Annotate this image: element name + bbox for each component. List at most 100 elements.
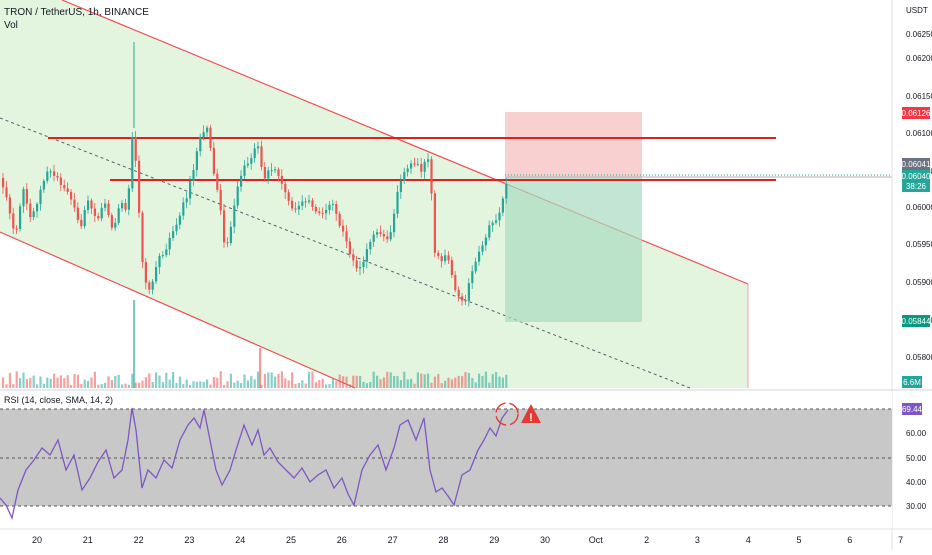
candle-body (359, 267, 362, 269)
candle-body (325, 209, 328, 214)
time-tick: 30 (540, 535, 550, 545)
candle-body (321, 213, 324, 215)
volume-bar (216, 377, 219, 388)
candle-body (29, 203, 32, 218)
candle-body (355, 260, 358, 269)
volume-bar (209, 384, 212, 388)
volume-bar (124, 383, 127, 388)
volume-bar (223, 384, 226, 388)
volume-bar (195, 381, 198, 388)
candle-body (484, 237, 487, 246)
candle-body (433, 193, 436, 253)
candle-body (73, 199, 76, 208)
candle-body (270, 170, 273, 172)
volume-bar (243, 374, 246, 388)
volume-bar (362, 381, 365, 388)
candle-body (399, 180, 402, 192)
volume-bar (267, 372, 270, 388)
high-price-text: 0.06041 (902, 160, 931, 169)
candle-body (423, 161, 426, 172)
candle-body (505, 183, 508, 199)
candle-body (121, 203, 124, 209)
volume-bar (481, 375, 484, 388)
volume-bar (240, 383, 243, 388)
stop-zone[interactable] (505, 177, 642, 322)
rsi-tick: 50.00 (906, 454, 927, 463)
last-price-text: 0.06040 (902, 172, 931, 181)
candle-body (444, 255, 447, 262)
volume-bar (93, 371, 96, 388)
volume-bar (127, 384, 130, 388)
candle-body (382, 234, 385, 237)
candle-body (192, 170, 195, 181)
candle-body (277, 169, 280, 176)
candle-body (42, 180, 45, 190)
volume-bar (192, 381, 195, 388)
volume-bar (359, 375, 362, 388)
candle-body (301, 201, 304, 206)
target-zone[interactable] (505, 112, 642, 177)
candle-body (342, 225, 345, 232)
volume-bar (335, 381, 338, 388)
stop-price-badge (902, 315, 930, 327)
volume-bar (2, 377, 5, 388)
volume-bar (331, 378, 334, 388)
time-tick: 21 (83, 535, 93, 545)
candle-body (348, 241, 351, 255)
volume-bar (161, 382, 164, 388)
candle-body (199, 137, 202, 152)
candle-body (474, 261, 477, 272)
time-tick: 27 (388, 535, 398, 545)
volume-bar (73, 373, 76, 388)
candle-body (155, 267, 158, 282)
volume-bar (110, 380, 113, 388)
volume-bar (148, 373, 151, 388)
candle-body (158, 255, 161, 268)
candle-body (413, 163, 416, 165)
candle-body (253, 148, 256, 159)
candle-body (70, 191, 73, 200)
time-axis[interactable]: 20 21 22 23 24 25 26 27 28 29 30 Oct 2 3 4 5 6 7 (32, 535, 903, 545)
volume-bar (25, 379, 28, 388)
volume-bar (15, 371, 18, 388)
candle-body (138, 160, 141, 213)
candle-body (389, 232, 392, 240)
candle-body (124, 203, 127, 210)
volume-value-text: 6.6M (903, 378, 921, 387)
target-price-text: 0.06126 (902, 109, 931, 118)
time-tick: 29 (489, 535, 499, 545)
candle-body (195, 151, 198, 171)
volume-bar (42, 383, 45, 388)
volume-bar (63, 378, 66, 388)
candle-body (104, 203, 107, 208)
candle-body (498, 212, 501, 221)
candle-body (236, 186, 239, 206)
last-price-badge (902, 170, 930, 192)
candle-body (202, 132, 205, 138)
volume-bar (144, 377, 147, 388)
candle-body (457, 290, 460, 297)
warning-icon[interactable] (521, 404, 541, 423)
time-tick: 23 (184, 535, 194, 545)
channel-lower-line[interactable] (0, 231, 356, 389)
candle-body (209, 127, 212, 148)
candle-body (53, 171, 56, 176)
rsi-highlight-circle[interactable] (495, 402, 519, 426)
candle-body (22, 189, 25, 207)
rsi-line (0, 407, 509, 521)
candle-body (447, 255, 450, 261)
candle-body (297, 205, 300, 210)
candle-body (318, 211, 321, 214)
candle-body (406, 168, 409, 173)
candle-body (93, 208, 96, 216)
volume-bar (263, 373, 266, 388)
candle-body (291, 200, 294, 209)
candle-body (141, 212, 144, 263)
candle-body (393, 213, 396, 233)
volume-bar (5, 384, 8, 388)
volume-bar (138, 382, 141, 388)
